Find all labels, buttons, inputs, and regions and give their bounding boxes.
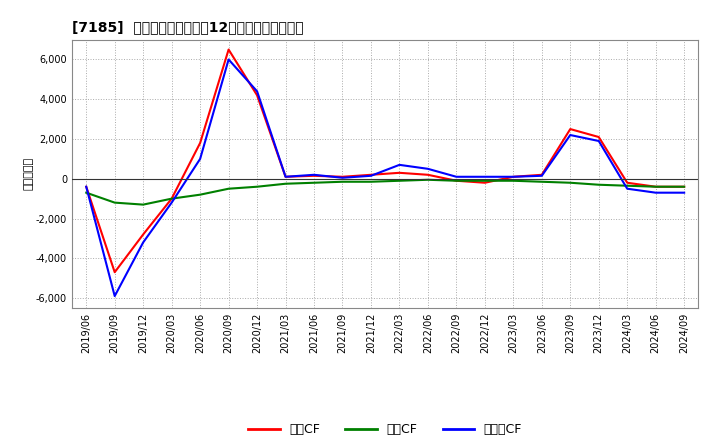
Y-axis label: （百万円）: （百万円） — [23, 157, 33, 191]
Text: [7185]  キャッシュフローの12か月移動合計の推移: [7185] キャッシュフローの12か月移動合計の推移 — [72, 20, 304, 34]
フリーCF — [537, 173, 546, 179]
投賃CF — [680, 184, 688, 189]
フリーCF — [139, 240, 148, 245]
フリーCF — [509, 174, 518, 180]
フリーCF — [623, 186, 631, 191]
投賃CF — [395, 178, 404, 183]
営業CF — [595, 134, 603, 139]
投賃CF — [82, 190, 91, 195]
投賃CF — [338, 179, 347, 184]
営業CF — [652, 184, 660, 189]
営業CF — [423, 172, 432, 177]
営業CF — [139, 232, 148, 237]
フリーCF — [167, 200, 176, 205]
Line: フリーCF: フリーCF — [86, 59, 684, 296]
営業CF — [253, 93, 261, 98]
投賃CF — [110, 200, 119, 205]
Line: 投賃CF: 投賃CF — [86, 180, 684, 205]
フリーCF — [282, 174, 290, 180]
営業CF — [82, 184, 91, 189]
投賃CF — [452, 178, 461, 183]
投賃CF — [537, 179, 546, 184]
フリーCF — [366, 173, 375, 179]
Legend: 営業CF, 投賃CF, フリーCF: 営業CF, 投賃CF, フリーCF — [243, 418, 527, 440]
投賃CF — [253, 184, 261, 189]
営業CF — [452, 178, 461, 183]
営業CF — [110, 270, 119, 275]
フリーCF — [395, 162, 404, 168]
営業CF — [566, 126, 575, 132]
フリーCF — [225, 57, 233, 62]
フリーCF — [452, 174, 461, 180]
営業CF — [395, 170, 404, 176]
投賃CF — [139, 202, 148, 207]
フリーCF — [310, 172, 318, 177]
営業CF — [282, 174, 290, 180]
営業CF — [338, 174, 347, 180]
フリーCF — [253, 88, 261, 94]
フリーCF — [566, 132, 575, 138]
投賃CF — [652, 184, 660, 189]
投賃CF — [595, 182, 603, 187]
投賃CF — [310, 180, 318, 185]
フリーCF — [196, 156, 204, 161]
営業CF — [480, 180, 489, 185]
フリーCF — [423, 166, 432, 172]
投賃CF — [509, 178, 518, 183]
フリーCF — [652, 190, 660, 195]
営業CF — [196, 140, 204, 146]
営業CF — [509, 174, 518, 180]
営業CF — [310, 173, 318, 179]
Line: 営業CF: 営業CF — [86, 50, 684, 272]
営業CF — [225, 47, 233, 52]
営業CF — [623, 180, 631, 185]
投賃CF — [282, 181, 290, 187]
投賃CF — [196, 192, 204, 197]
投賃CF — [480, 178, 489, 183]
フリーCF — [680, 190, 688, 195]
フリーCF — [480, 174, 489, 180]
投賃CF — [225, 186, 233, 191]
営業CF — [366, 172, 375, 177]
フリーCF — [110, 293, 119, 299]
投賃CF — [366, 179, 375, 184]
営業CF — [537, 172, 546, 177]
投賃CF — [566, 180, 575, 185]
投賃CF — [423, 177, 432, 183]
フリーCF — [595, 138, 603, 143]
営業CF — [680, 184, 688, 189]
フリーCF — [338, 175, 347, 180]
投賃CF — [623, 183, 631, 188]
営業CF — [167, 196, 176, 201]
フリーCF — [82, 184, 91, 189]
投賃CF — [167, 196, 176, 201]
